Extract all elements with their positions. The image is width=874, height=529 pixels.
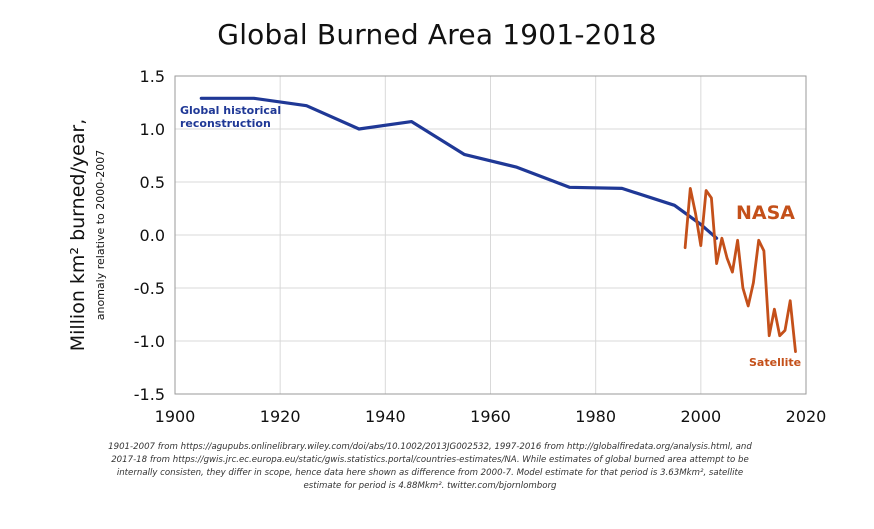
chart-title: Global Burned Area 1901-2018 (217, 18, 657, 51)
chart-footnote: 1901-2007 from https://agupubs.onlinelib… (60, 441, 800, 493)
footnote-line: 2017-18 from https://gwis.jrc.ec.europa.… (111, 455, 749, 465)
x-tick-label: 1960 (470, 407, 511, 426)
y-tick-label: 1.5 (140, 67, 165, 86)
series-label: reconstruction (180, 117, 271, 130)
x-tick-label: 1920 (260, 407, 301, 426)
series-annotation: NASA (736, 202, 795, 224)
x-tick-label: 2020 (786, 407, 827, 426)
y-tick-label: -1.5 (134, 385, 165, 404)
y-tick-label: 1.0 (140, 120, 165, 139)
reconstruction-series-line (199, 96, 719, 240)
y-tick-label: 0.5 (140, 173, 165, 192)
x-tick-label: 1940 (365, 407, 406, 426)
y-tick-label: -1.0 (134, 332, 165, 351)
footnote-line: 1901-2007 from https://agupubs.onlinelib… (108, 442, 752, 452)
chart-svg: 1.5 1.0 0.5 0.0 -0.5 -1.0 -1.5 1900 1920 1940 1960… (67, 67, 827, 426)
y-axis-label: Million km² burned/year, (67, 119, 89, 352)
y-axis-sublabel: anomaly relative to 2000-2007 (94, 150, 107, 320)
y-tick-label: 0.0 (140, 226, 165, 245)
footnote-line: estimate for period is 4.88Mkm². twitter… (303, 481, 557, 491)
x-tick-label: 1900 (155, 407, 196, 426)
series-label: Satellite (749, 356, 801, 369)
satellite-series-line (683, 186, 797, 354)
y-tick-label: -0.5 (134, 279, 165, 298)
series-label: Global historical (180, 104, 281, 117)
plot-frame (174, 75, 807, 395)
x-tick-label: 2000 (680, 407, 721, 426)
x-tick-label: 1980 (575, 407, 616, 426)
footnote-line: internally consisten, they differ in sco… (116, 468, 744, 478)
